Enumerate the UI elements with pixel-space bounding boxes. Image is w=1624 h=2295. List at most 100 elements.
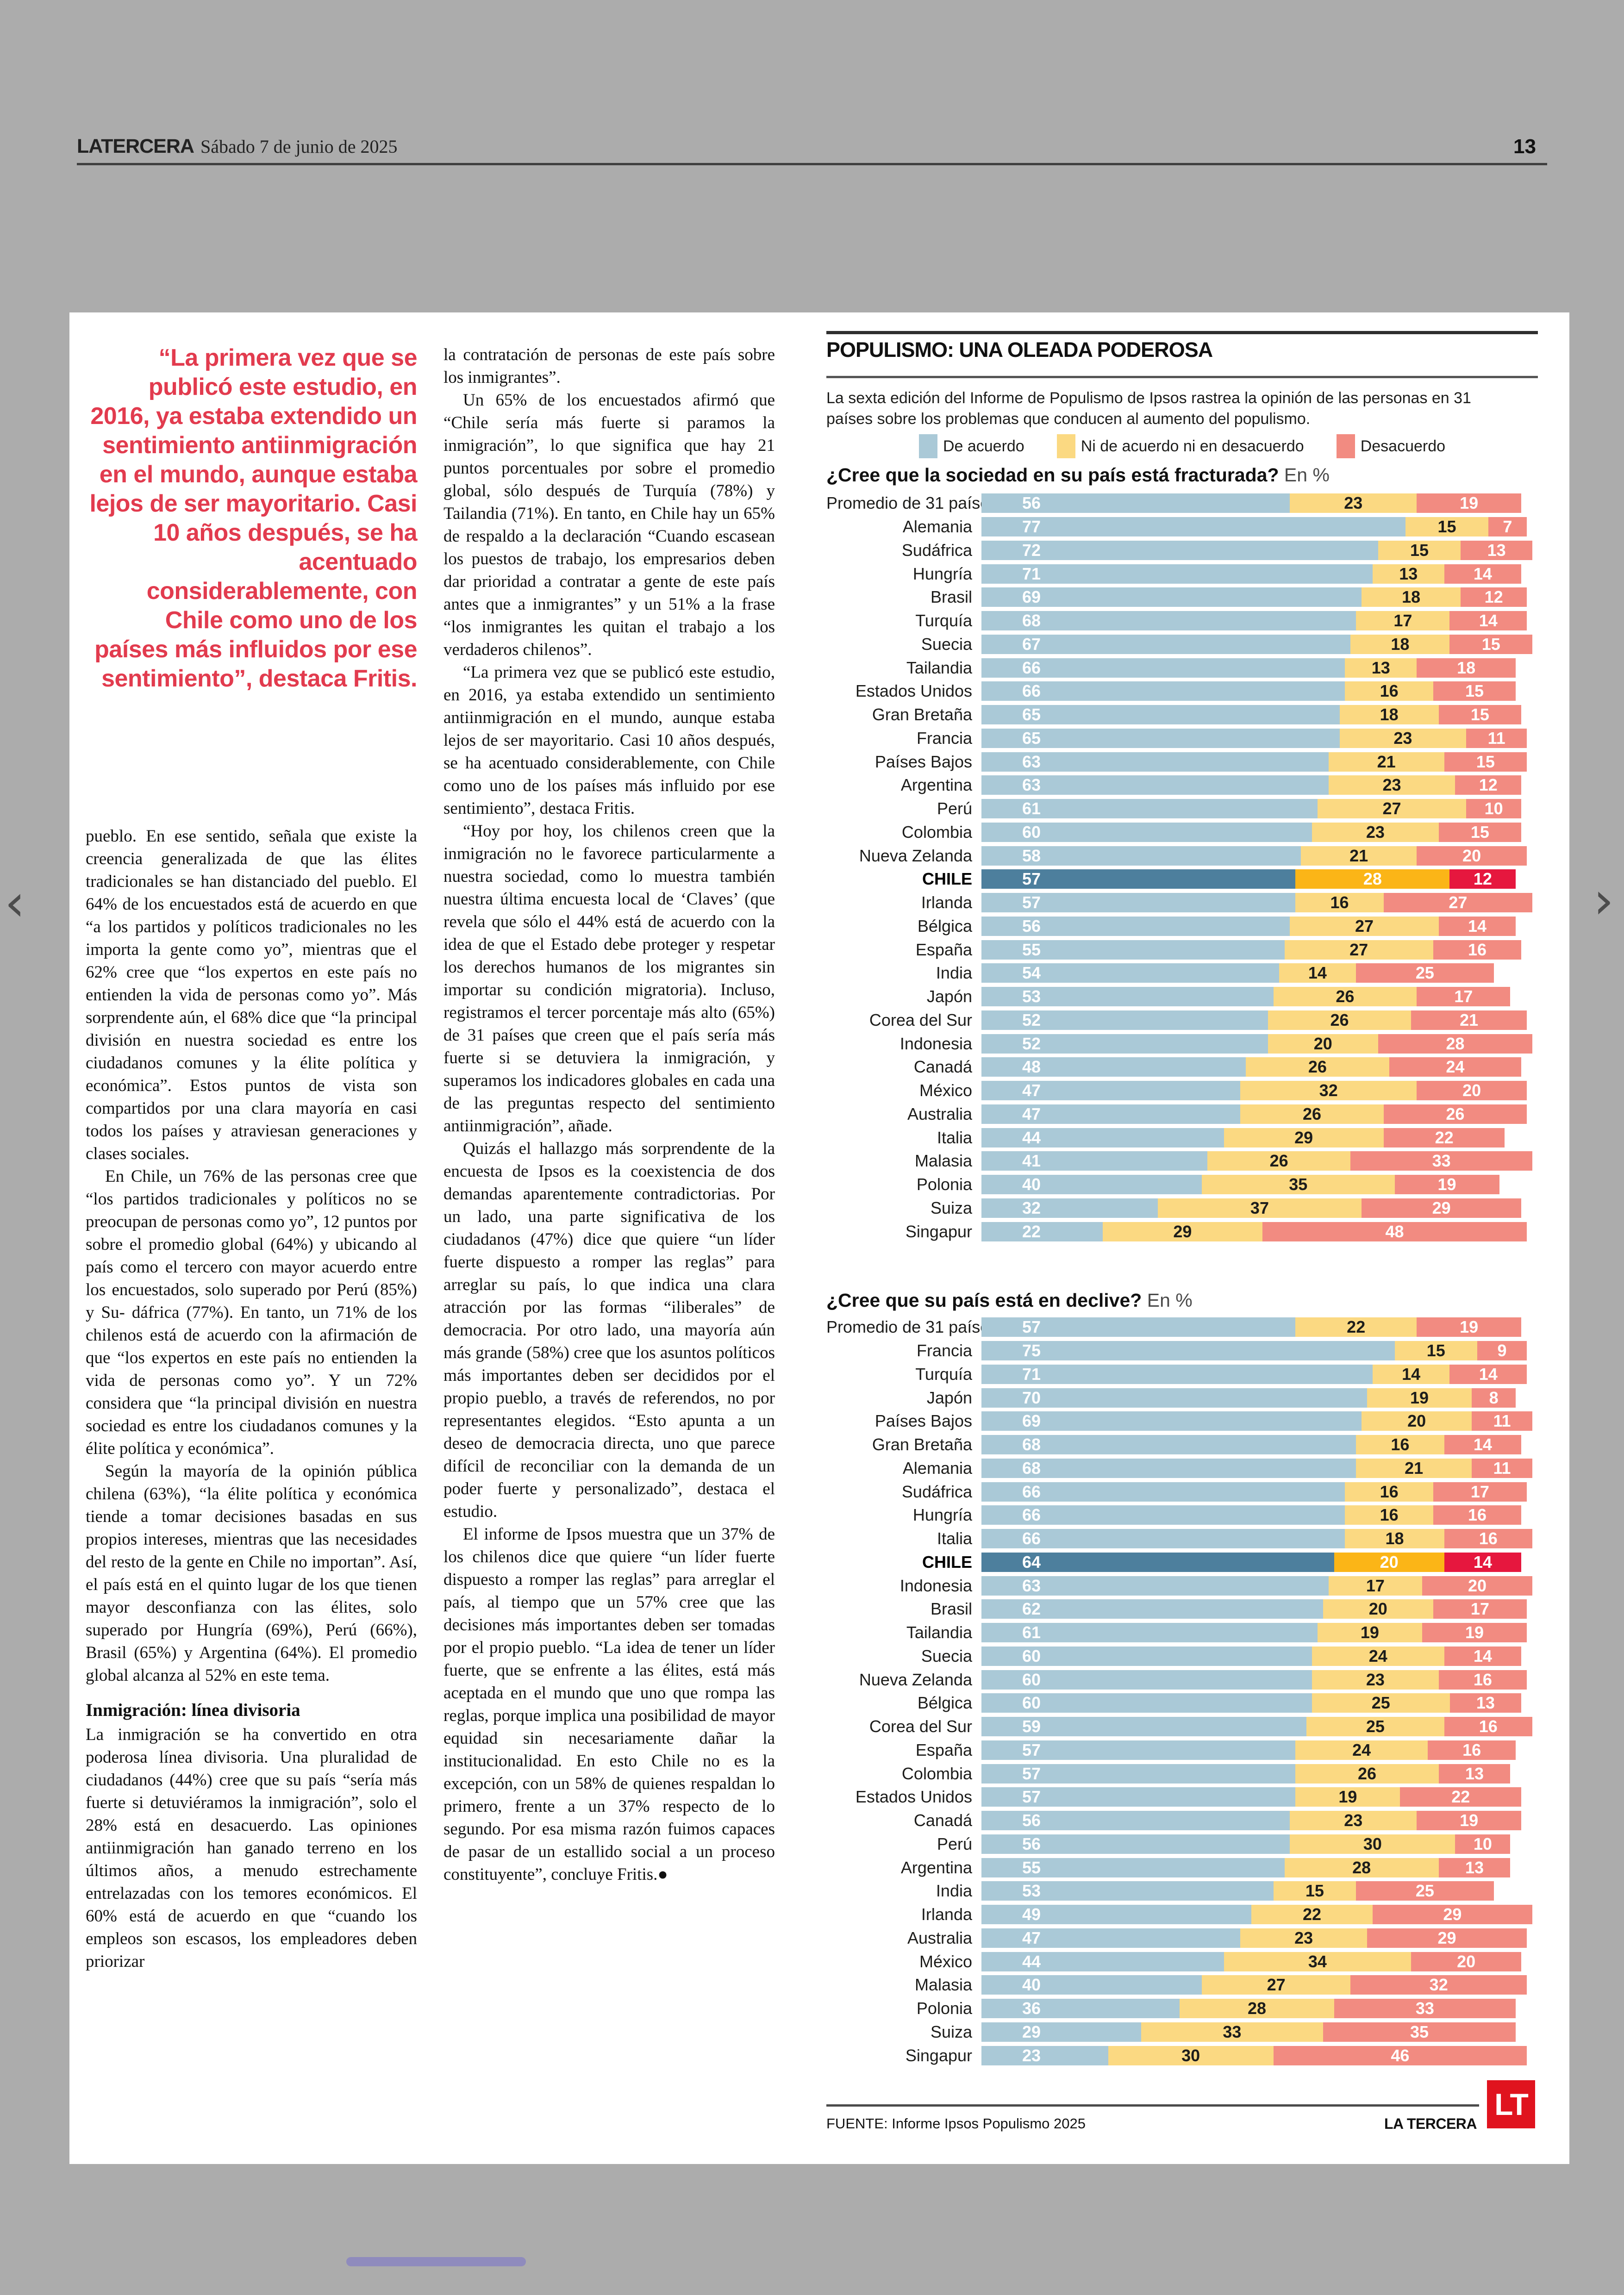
country-label: Polonia [916, 1175, 972, 1194]
bar-segment: 15 [1273, 1881, 1356, 1901]
bar-value: 15 [1465, 681, 1484, 701]
bar-segment: 29 [1372, 1905, 1532, 1925]
bar-track: 69 18 12 [981, 587, 1527, 607]
article-paragraph: “La primera vez que se publicó este estu… [443, 663, 775, 818]
bar-segment: 34 [1224, 1952, 1412, 1971]
bar-value: 20 [1380, 1552, 1399, 1572]
chart-row: Gran Bretaña 65 18 15 [826, 703, 1538, 727]
bar-track: 68 17 14 [981, 611, 1527, 631]
bar-value: 27 [1449, 893, 1468, 912]
bar-segment: 27 [1284, 940, 1433, 960]
bar-segment: 20 [1417, 846, 1527, 866]
bar-segment: 47 [981, 1928, 1241, 1948]
chart-row: Brasil 69 18 12 [826, 586, 1538, 609]
bar-segment: 25 [1356, 1881, 1494, 1901]
chart2-title-text: ¿Cree que su país está en declive? [826, 1290, 1142, 1311]
legend-label: Desacuerdo [1360, 437, 1446, 455]
bar-track: 71 14 14 [981, 1364, 1527, 1384]
masthead-brand: LATERCERA [77, 135, 194, 157]
bar-segment: 66 [981, 1505, 1345, 1525]
bar-track: 60 24 14 [981, 1646, 1522, 1666]
bar-value: 66 [1022, 1505, 1041, 1525]
country-label: Malasia [914, 1151, 972, 1171]
bar-value: 60 [1022, 1693, 1041, 1713]
bar-track: 40 35 19 [981, 1175, 1499, 1195]
chart-row: Argentina 55 28 13 [826, 1856, 1538, 1879]
bar-value: 47 [1022, 1081, 1041, 1100]
legend-label: De acuerdo [943, 437, 1024, 455]
bar-track: 49 22 29 [981, 1905, 1532, 1925]
next-page-arrow-icon[interactable]: › [1593, 871, 1614, 930]
country-label: Argentina [900, 775, 972, 795]
bar-segment: 15 [1438, 705, 1522, 725]
bar-value: 15 [1470, 822, 1489, 842]
bar-track: 69 20 11 [981, 1411, 1532, 1431]
bar-value: 77 [1022, 517, 1041, 536]
bar-segment: 16 [1345, 1505, 1433, 1525]
bar-value: 24 [1352, 1740, 1371, 1759]
chart-row: Colombia 57 26 13 [826, 1762, 1538, 1785]
country-label: Brasil [930, 1599, 972, 1619]
article-paragraph: Según la mayoría de la opinión pública c… [86, 1462, 417, 1685]
bar-value: 56 [1022, 916, 1041, 935]
bar-value: 20 [1462, 1081, 1481, 1100]
bar-value: 47 [1022, 1104, 1041, 1123]
scroll-progress-bar[interactable] [346, 2257, 526, 2266]
bar-value: 14 [1479, 1364, 1498, 1384]
bar-segment: 25 [1306, 1717, 1444, 1737]
country-label: Francia [916, 1341, 972, 1360]
country-label: Francia [916, 728, 972, 748]
bar-segment: 24 [1312, 1646, 1444, 1666]
prev-page-arrow-icon[interactable]: ‹ [5, 873, 25, 932]
legend-swatch-icon [918, 434, 937, 458]
bar-segment: 22 [981, 1222, 1103, 1241]
bar-track: 60 23 16 [981, 1670, 1527, 1690]
bar-value: 13 [1465, 1858, 1484, 1877]
bar-value: 66 [1022, 1529, 1041, 1548]
bar-segment: 15 [1449, 634, 1532, 654]
bar-segment: 68 [981, 1458, 1356, 1478]
country-label: India [936, 963, 972, 983]
bar-track: 32 37 29 [981, 1198, 1522, 1218]
chart1-rows: Promedio de 31 países 56 23 19 Alemania 77 15 7… [826, 492, 1538, 1243]
bar-track: 44 34 20 [981, 1952, 1522, 1971]
bar-segment: 19 [1422, 1623, 1527, 1643]
bar-segment: 53 [981, 987, 1274, 1007]
bar-track: 68 21 11 [981, 1458, 1532, 1478]
bar-segment: 37 [1157, 1198, 1362, 1218]
bar-segment: 10 [1466, 799, 1522, 819]
bar-segment: 56 [981, 916, 1290, 936]
infographic-subtitle: La sexta edición del Informe de Populism… [826, 389, 1471, 428]
chart-row: Irlanda 57 16 27 [826, 891, 1538, 915]
bar-segment: 19 [1417, 1811, 1522, 1831]
bar-segment: 29 [1102, 1222, 1262, 1241]
country-label: Suiza [930, 2022, 972, 2041]
bar-value: 29 [1437, 1928, 1456, 1947]
chart-row: Alemania 77 15 7 [826, 515, 1538, 539]
bar-value: 14 [1473, 1552, 1492, 1572]
country-label: Irlanda [921, 1905, 972, 1924]
chart-row: Suiza 32 37 29 [826, 1197, 1538, 1220]
bar-value: 52 [1022, 1034, 1041, 1053]
bar-segment: 52 [981, 1034, 1268, 1054]
bar-segment: 66 [981, 1529, 1345, 1549]
chart-row: Tailandia 66 13 18 [826, 656, 1538, 680]
bar-value: 48 [1385, 1222, 1404, 1241]
bar-segment: 26 [1295, 1764, 1439, 1784]
bar-segment: 49 [981, 1905, 1252, 1925]
bar-segment: 20 [1334, 1552, 1444, 1572]
chart-row: Países Bajos 63 21 15 [826, 750, 1538, 773]
chart-row: Japón 53 26 17 [826, 985, 1538, 1009]
bar-track: 64 20 14 [981, 1552, 1522, 1572]
bar-track: 68 16 14 [981, 1435, 1522, 1455]
country-label: Alemania [902, 1458, 972, 1478]
bar-segment: 16 [1295, 893, 1384, 913]
bar-track: 67 18 15 [981, 634, 1532, 654]
country-label: Suiza [930, 1198, 972, 1217]
bar-value: 17 [1470, 1599, 1489, 1619]
country-label: Países Bajos [874, 752, 972, 771]
bar-track: 60 25 13 [981, 1693, 1522, 1713]
bar-segment: 41 [981, 1151, 1207, 1171]
bar-track: 75 15 9 [981, 1341, 1527, 1361]
bar-track: 23 30 46 [981, 2046, 1527, 2065]
